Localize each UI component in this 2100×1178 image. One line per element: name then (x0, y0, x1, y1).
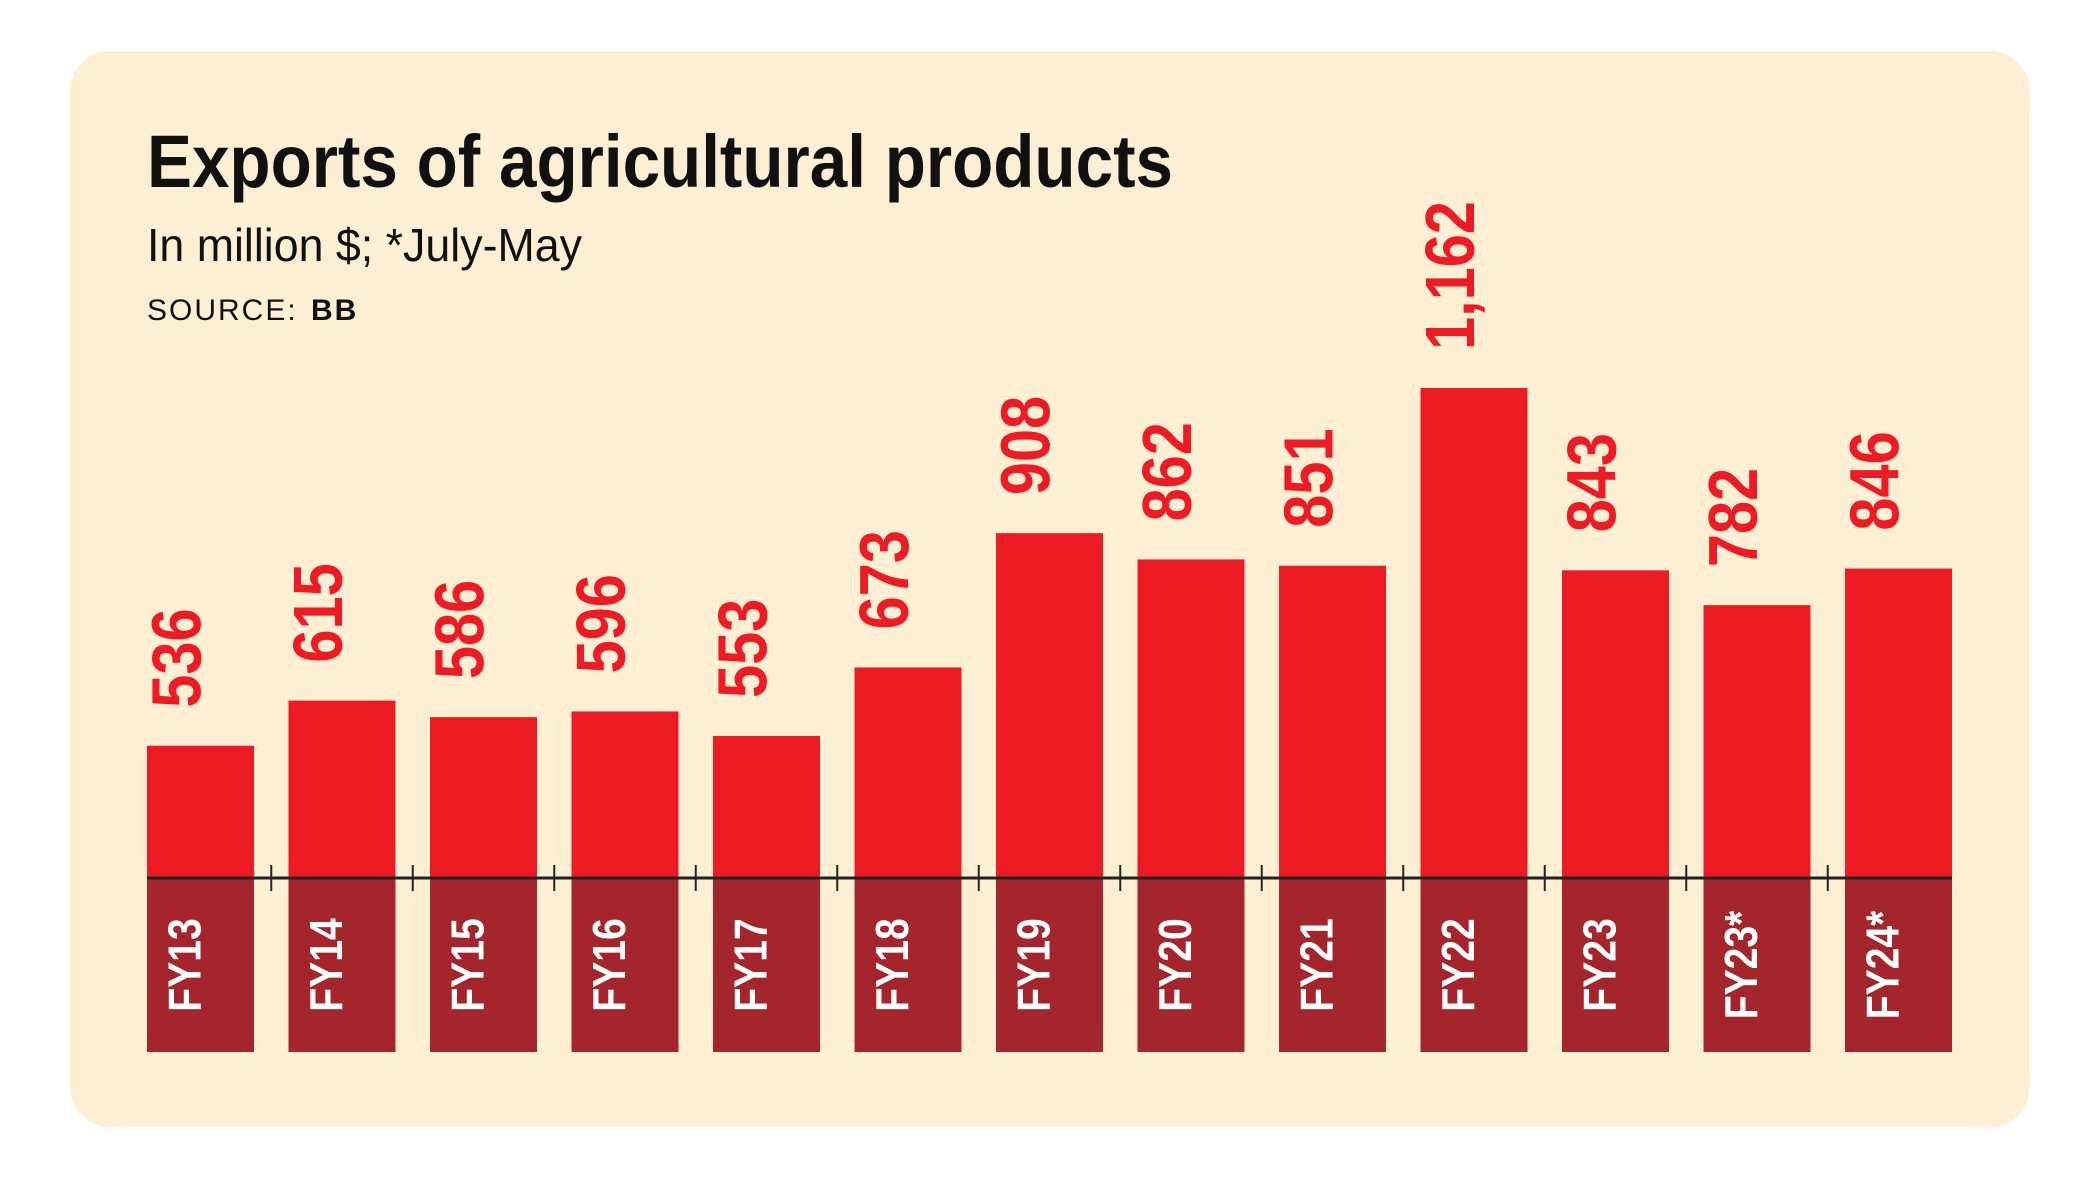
x-tick-label: FY16 (584, 918, 636, 1011)
x-tick-label: FY14 (301, 918, 353, 1012)
value-label: 851 (1269, 428, 1348, 527)
category-box (1137, 878, 1245, 1052)
value-label: 843 (1552, 433, 1631, 532)
value-label: 536 (137, 608, 216, 707)
x-tick-label: FY13 (160, 918, 212, 1011)
x-tick-label: FY23 (1575, 918, 1627, 1011)
category-box (288, 878, 396, 1052)
value-label: 1,162 (1410, 201, 1489, 350)
value-label: 846 (1835, 431, 1914, 530)
value-label: 862 (1127, 422, 1206, 521)
source-label: SOURCE: (147, 294, 298, 327)
category-box (571, 878, 679, 1052)
category-box (1703, 878, 1811, 1052)
value-label: 673 (844, 530, 923, 629)
category-box (1279, 878, 1386, 1052)
x-tick-label: FY20 (1150, 918, 1202, 1011)
value-label: 586 (420, 580, 499, 679)
chart-subtitle: In million $; *July-May (147, 219, 582, 271)
value-label: 908 (986, 396, 1065, 495)
x-tick-label: FY22 (1433, 918, 1485, 1011)
value-label: 596 (561, 574, 640, 673)
chart-title: Exports of agricultural products (147, 120, 1173, 203)
value-label: 615 (278, 563, 357, 662)
category-box (713, 878, 820, 1052)
x-tick-label: FY17 (726, 918, 778, 1011)
category-box (147, 878, 254, 1052)
category-box (1845, 878, 1952, 1052)
category-box (854, 878, 962, 1052)
x-tick-label: FY24* (1858, 910, 1910, 1019)
x-tick-label: FY19 (1009, 918, 1061, 1011)
value-label: 553 (703, 599, 782, 698)
x-tick-label: FY18 (867, 918, 919, 1011)
category-box (430, 878, 537, 1052)
value-label: 782 (1693, 468, 1772, 567)
x-tick-label: FY21 (1292, 918, 1344, 1011)
x-tick-label: FY23* (1716, 910, 1768, 1019)
category-box (996, 878, 1103, 1052)
x-tick-label: FY15 (443, 918, 495, 1011)
source: BB (311, 294, 358, 327)
category-box (1562, 878, 1669, 1052)
category-box (1420, 878, 1528, 1052)
